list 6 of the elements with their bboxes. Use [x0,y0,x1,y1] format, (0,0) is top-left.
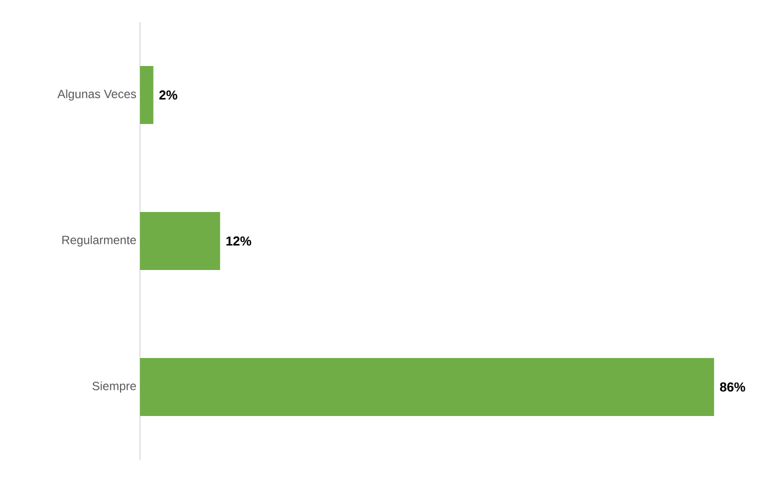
y-tick-label: Algunas Veces [57,89,136,101]
data-label: 12% [226,236,252,246]
data-label: 2% [159,90,178,100]
y-tick-label: Regularmente [62,235,136,247]
y-tick-label: Siempre [92,381,136,393]
data-label: 86% [720,382,746,392]
